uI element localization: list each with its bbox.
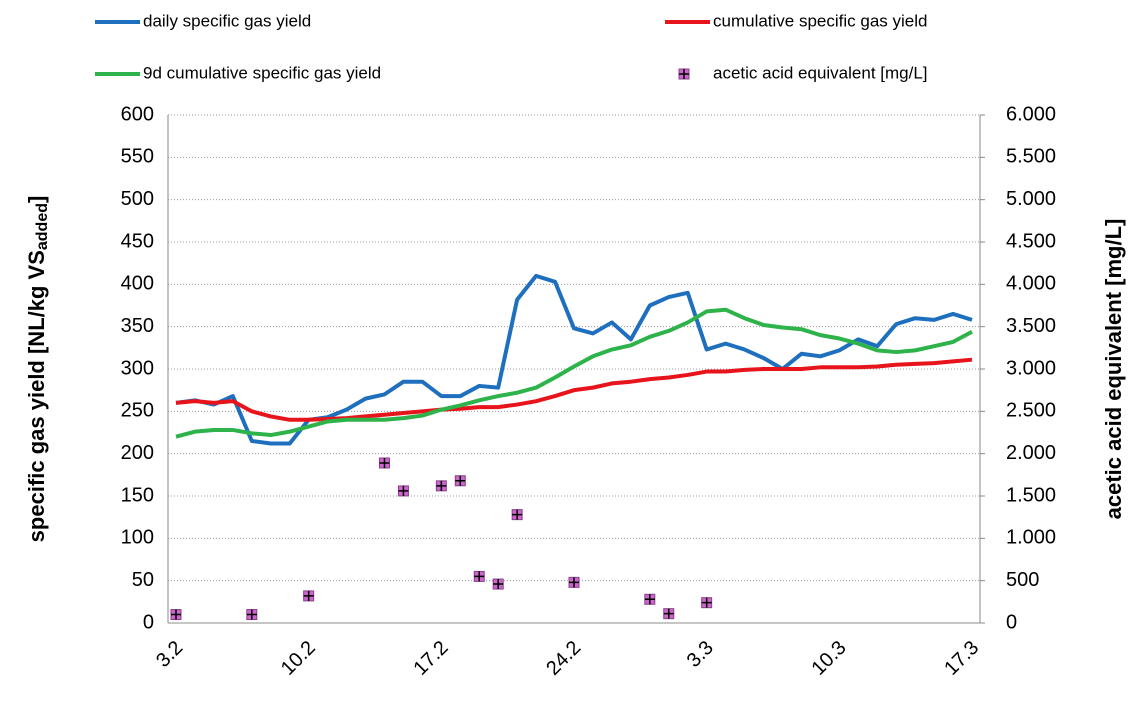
- marker-cross: [379, 457, 390, 468]
- marker: [378, 457, 390, 469]
- y2-tick-label: 2.500: [1006, 400, 1056, 422]
- marker: [246, 609, 258, 621]
- marker-cross: [398, 485, 409, 496]
- marker: [435, 480, 447, 492]
- marker-cross: [474, 571, 485, 582]
- marker-cross: [679, 69, 689, 79]
- y-tick-label: 250: [121, 400, 154, 422]
- y2-tick-label: 4.000: [1006, 273, 1056, 295]
- y-tick-label: 100: [121, 527, 154, 549]
- y-tick-label: 500: [121, 188, 154, 210]
- marker-cross: [493, 579, 504, 590]
- legend-label: acetic acid equivalent [mg/L]: [713, 63, 928, 82]
- x-tick-label: 3.3: [683, 637, 718, 672]
- x-tick-label: 17.2: [410, 637, 453, 680]
- y-tick-label: 150: [121, 484, 154, 506]
- y2-axis-title: acetic acid equivalent [mg/L]: [1101, 219, 1126, 520]
- y2-tick-label: 3.500: [1006, 315, 1056, 337]
- y2-tick-label: 5.000: [1006, 188, 1056, 210]
- marker: [473, 570, 485, 582]
- legend-label: 9d cumulative specific gas yield: [143, 63, 381, 82]
- marker: [568, 576, 580, 588]
- x-tick-label: 24.2: [542, 637, 585, 680]
- y-title-subscript: added: [34, 203, 51, 250]
- marker-cross: [436, 480, 447, 491]
- y2-tick-label: 1.000: [1006, 527, 1056, 549]
- legend-label: daily specific gas yield: [143, 11, 311, 30]
- y-title-main: specific gas yield [NL/kg VS: [24, 250, 49, 542]
- marker: [170, 609, 182, 621]
- marker-cross: [701, 597, 712, 608]
- y-tick-label: 600: [121, 103, 154, 125]
- y2-tick-label: 2.000: [1006, 442, 1056, 464]
- y-tick-label: 0: [143, 611, 154, 633]
- y-title-end: ]: [24, 196, 49, 203]
- y2-tick-label: 500: [1006, 569, 1039, 591]
- y-tick-label: 350: [121, 315, 154, 337]
- legend-marker: [678, 68, 690, 80]
- marker: [303, 590, 315, 602]
- marker: [454, 475, 466, 487]
- y2-tick-label: 3.000: [1006, 357, 1056, 379]
- series-line: [175, 307, 973, 439]
- series-line: [175, 357, 973, 422]
- x-tick-label: 10.3: [808, 637, 851, 680]
- marker-cross: [246, 609, 257, 620]
- y2-tick-label: 0: [1006, 611, 1017, 633]
- y-tick-label: 50: [132, 569, 154, 591]
- marker: [397, 485, 409, 497]
- y-tick-label: 300: [121, 357, 154, 379]
- marker-cross: [663, 608, 674, 619]
- y2-tick-label: 4.500: [1006, 230, 1056, 252]
- y2-tick-label: 6.000: [1006, 103, 1056, 125]
- marker-cross: [171, 609, 181, 620]
- x-tick-label: 17.3: [940, 637, 983, 680]
- y-tick-label: 550: [121, 146, 154, 168]
- y2-tick-label: 5.500: [1006, 146, 1056, 168]
- marker-cross: [644, 594, 655, 605]
- y-axis-title: specific gas yield [NL/kg VSadded]: [24, 196, 51, 543]
- marker: [644, 593, 656, 605]
- marker-cross: [455, 475, 466, 486]
- legend-label: cumulative specific gas yield: [713, 11, 927, 30]
- y-tick-label: 200: [121, 442, 154, 464]
- marker-cross: [303, 590, 314, 601]
- x-tick-label: 10.2: [277, 637, 320, 680]
- marker: [492, 578, 504, 590]
- marker: [701, 597, 713, 609]
- marker-cross: [512, 509, 523, 520]
- marker: [663, 608, 675, 620]
- y-tick-label: 400: [121, 273, 154, 295]
- y-tick-label: 450: [121, 230, 154, 252]
- y2-tick-label: 1.500: [1006, 484, 1056, 506]
- x-tick-label: 3.2: [152, 637, 187, 672]
- marker: [511, 509, 523, 521]
- marker-cross: [569, 577, 579, 588]
